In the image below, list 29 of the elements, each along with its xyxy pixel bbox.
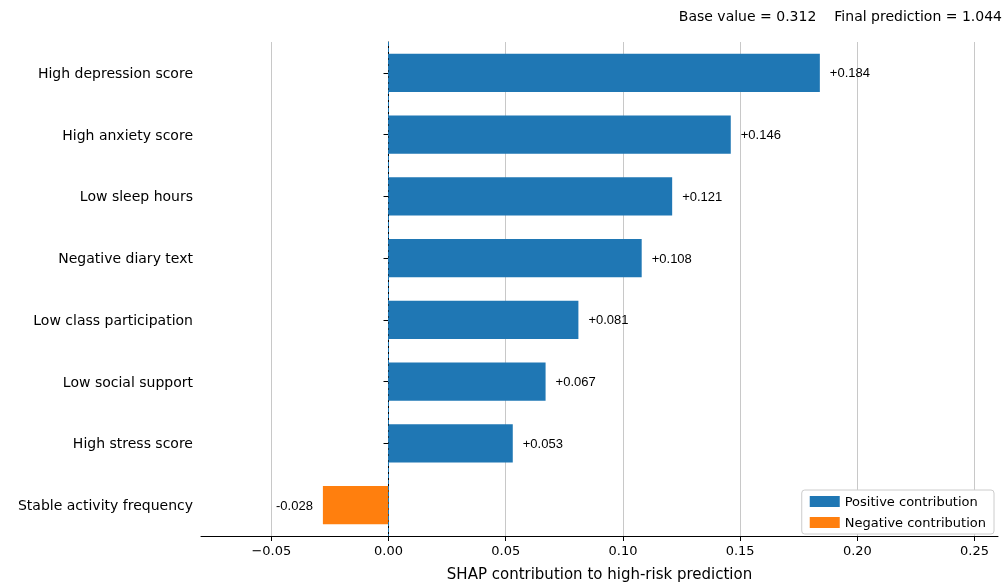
legend-label: Negative contribution (844, 515, 986, 530)
data-label: +0.146 (740, 127, 781, 143)
x-tick-label: 0.25 (960, 543, 990, 558)
x-tick-label: 0.10 (608, 543, 638, 558)
x-tick-label: 0.00 (374, 543, 404, 558)
x-axis-title: SHAP contribution to high-risk prediction (446, 564, 753, 583)
data-label: +0.081 (588, 312, 629, 328)
data-label: +0.108 (651, 250, 692, 266)
data-label: +0.053 (522, 435, 563, 451)
data-label: +0.121 (682, 188, 723, 204)
bar (322, 485, 389, 525)
y-tick-label: Low class participation (33, 311, 193, 328)
x-tick-label: 0.05 (491, 543, 521, 558)
data-label: +0.067 (555, 374, 596, 390)
x-tick-label: 0.15 (725, 543, 755, 558)
text: Base value = 0.312 (678, 8, 817, 24)
text: Final prediction = 1.044 (834, 8, 1002, 24)
data-label: +0.184 (829, 65, 870, 81)
y-tick-label: Low sleep hours (79, 188, 193, 205)
y-tick-label: Low social support (62, 373, 194, 390)
y-tick-label: High anxiety score (62, 126, 193, 143)
x-tick-label: 0.20 (842, 543, 872, 558)
y-tick-label: High stress score (72, 435, 193, 452)
y-tick-label: High depression score (37, 64, 193, 81)
y-tick-label: Stable activity frequency (17, 497, 193, 514)
data-label: -0.028 (276, 497, 313, 513)
x-tick-label: −0.05 (251, 543, 292, 558)
y-tick-label: Negative diary text (58, 250, 194, 267)
legend-label: Positive contribution (844, 494, 978, 509)
